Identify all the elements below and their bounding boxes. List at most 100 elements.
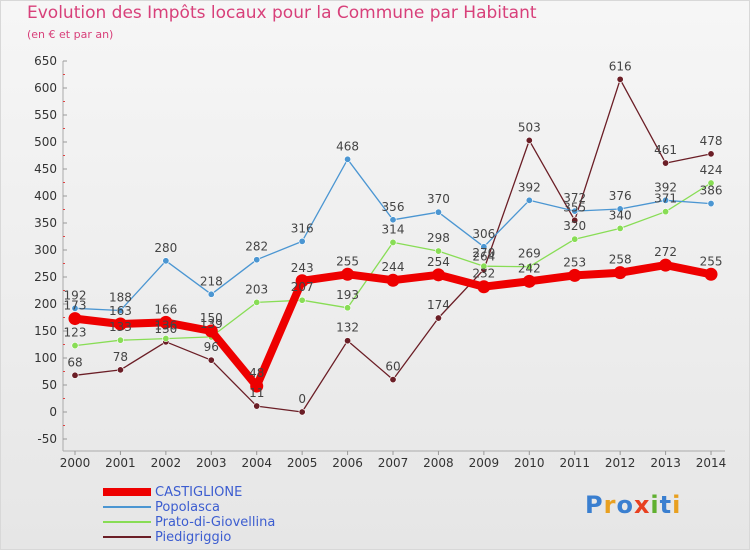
- data-point-piedigriggio: [116, 366, 124, 374]
- data-point-popolasca: [298, 237, 306, 245]
- data-point-prato-di-giovellina: [389, 238, 397, 246]
- data-label-castiglione: 48: [249, 366, 264, 380]
- data-label-popolasca: 370: [427, 192, 450, 206]
- y-tick-label: -50: [37, 432, 57, 446]
- data-label-castiglione: 243: [291, 261, 314, 275]
- data-label-popolasca: 356: [382, 200, 405, 214]
- data-point-castiglione: [386, 273, 400, 287]
- y-tick-label: 300: [34, 243, 57, 257]
- data-label-prato-di-giovellina: 270: [472, 246, 495, 260]
- y-tick-label: 400: [34, 189, 57, 203]
- data-point-prato-di-giovellina: [162, 335, 170, 343]
- x-tick-label: 2003: [196, 456, 227, 470]
- data-point-popolasca: [162, 257, 170, 265]
- data-label-piedigriggio: 616: [609, 59, 632, 73]
- data-label-castiglione: 244: [382, 260, 405, 274]
- data-point-castiglione: [477, 280, 491, 294]
- data-point-castiglione: [159, 315, 173, 329]
- data-point-prato-di-giovellina: [707, 179, 715, 187]
- data-label-popolasca: 188: [109, 290, 132, 304]
- data-label-prato-di-giovellina: 424: [700, 163, 723, 177]
- data-label-popolasca: 392: [518, 180, 541, 194]
- proxiti-logo: Proxiti: [585, 491, 681, 519]
- data-point-piedigriggio: [707, 150, 715, 158]
- data-point-prato-di-giovellina: [616, 224, 624, 232]
- data-point-castiglione: [68, 312, 82, 326]
- data-label-castiglione: 254: [427, 255, 450, 269]
- data-label-castiglione: 255: [336, 254, 359, 268]
- data-point-popolasca: [389, 216, 397, 224]
- data-label-popolasca: 192: [64, 288, 87, 302]
- data-point-prato-di-giovellina: [116, 336, 124, 344]
- data-label-prato-di-giovellina: 320: [563, 219, 586, 233]
- data-point-popolasca: [207, 290, 215, 298]
- data-point-castiglione: [431, 268, 445, 282]
- legend-label-popolasca: Popolasca: [155, 500, 220, 515]
- data-label-piedigriggio: 60: [385, 360, 400, 374]
- data-label-castiglione: 173: [64, 299, 87, 313]
- x-tick-label: 2004: [241, 456, 272, 470]
- data-label-prato-di-giovellina: 139: [200, 317, 223, 331]
- data-point-piedigriggio: [207, 356, 215, 364]
- data-point-castiglione: [659, 258, 673, 272]
- data-point-popolasca: [571, 207, 579, 215]
- data-point-castiglione: [568, 268, 582, 282]
- data-label-prato-di-giovellina: 371: [654, 192, 677, 206]
- data-label-castiglione: 150: [200, 311, 223, 325]
- data-point-piedigriggio: [253, 402, 261, 410]
- x-tick-label: 2012: [605, 456, 636, 470]
- data-label-popolasca: 386: [700, 184, 723, 198]
- data-point-prato-di-giovellina: [525, 263, 533, 271]
- data-point-prato-di-giovellina: [662, 208, 670, 216]
- x-tick-label: 2005: [287, 456, 318, 470]
- y-tick-label: 500: [34, 135, 57, 149]
- data-point-piedigriggio: [434, 314, 442, 322]
- data-label-piedigriggio: 130: [154, 322, 177, 336]
- data-label-piedigriggio: 461: [654, 143, 677, 157]
- legend-label-prato-di-giovellina: Prato-di-Giovellina: [155, 515, 276, 530]
- data-label-prato-di-giovellina: 133: [109, 320, 132, 334]
- data-point-prato-di-giovellina: [480, 262, 488, 270]
- data-point-piedigriggio: [616, 75, 624, 83]
- y-tick-label: 250: [34, 270, 57, 284]
- y-tick-label: 650: [34, 54, 57, 68]
- data-label-prato-di-giovellina: 298: [427, 231, 450, 245]
- y-tick-label: 550: [34, 108, 57, 122]
- data-label-piedigriggio: 96: [204, 340, 219, 354]
- data-label-popolasca: 376: [609, 189, 632, 203]
- data-label-prato-di-giovellina: 269: [518, 247, 541, 261]
- data-point-prato-di-giovellina: [298, 296, 306, 304]
- chart-title: Evolution des Impôts locaux pour la Comm…: [27, 3, 537, 23]
- data-point-popolasca: [662, 196, 670, 204]
- logo-letter: r: [603, 491, 617, 519]
- x-tick-label: 2006: [332, 456, 363, 470]
- data-label-castiglione: 166: [154, 302, 177, 316]
- data-point-piedigriggio: [389, 376, 397, 384]
- data-label-castiglione: 253: [563, 255, 586, 269]
- data-point-prato-di-giovellina: [253, 298, 261, 306]
- data-label-prato-di-giovellina: 136: [154, 319, 177, 333]
- legend-swatch-castiglione: [103, 488, 151, 496]
- data-label-piedigriggio: 174: [427, 298, 450, 312]
- data-point-castiglione: [295, 274, 309, 288]
- x-tick-label: 2011: [559, 456, 590, 470]
- data-point-piedigriggio: [662, 159, 670, 167]
- y-tick-label: 50: [42, 378, 57, 392]
- legend-swatch-prato-di-giovellina: [103, 521, 151, 523]
- legend-label-castiglione: CASTIGLIONE: [155, 485, 243, 500]
- x-tick-label: 2013: [650, 456, 681, 470]
- data-point-piedigriggio: [298, 408, 306, 416]
- y-tick-label: 0: [49, 405, 57, 419]
- logo-letter: t: [659, 491, 673, 519]
- data-label-popolasca: 280: [154, 241, 177, 255]
- logo-letter: x: [633, 491, 651, 519]
- data-point-popolasca: [344, 155, 352, 163]
- data-point-castiglione: [113, 317, 127, 331]
- logo-letter: i: [672, 491, 682, 519]
- data-label-castiglione: 272: [654, 245, 677, 259]
- data-label-popolasca: 306: [472, 227, 495, 241]
- y-tick-label: 150: [34, 324, 57, 338]
- y-tick-label: 100: [34, 351, 57, 365]
